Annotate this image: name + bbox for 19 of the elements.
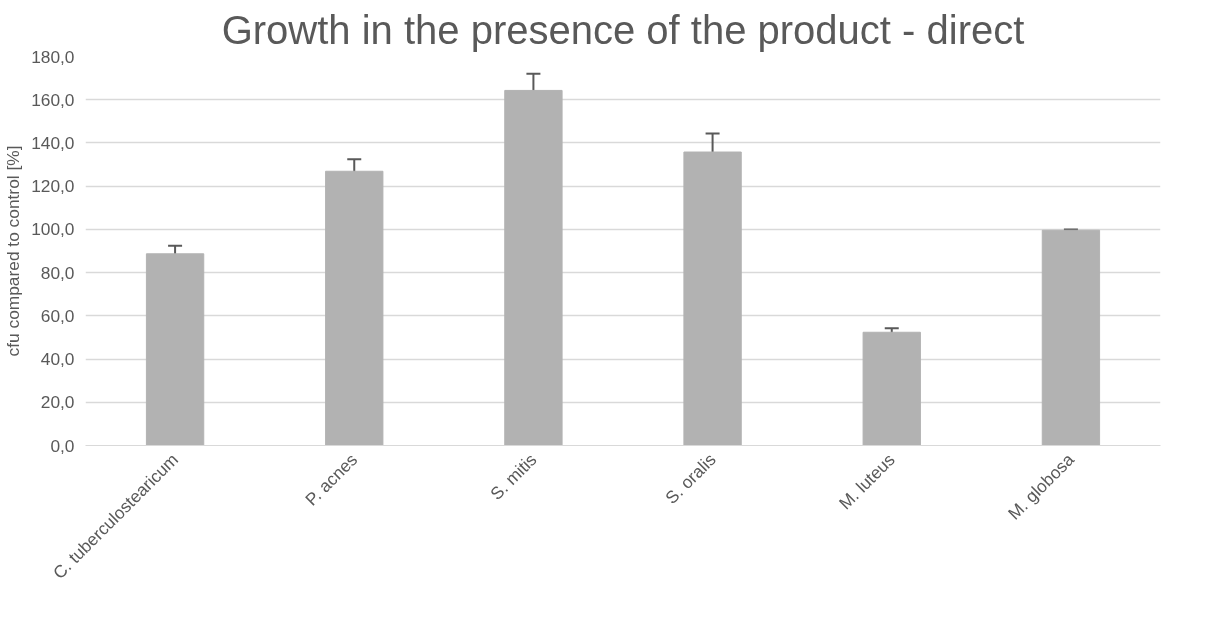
y-axis-title: cfu compared to control [%] — [3, 145, 24, 357]
x-tick-label: S. mitis — [486, 449, 541, 504]
y-tick-label: 40,0 — [40, 349, 75, 370]
y-tick-label: 120,0 — [31, 176, 75, 197]
bar — [862, 331, 921, 446]
bar — [145, 253, 205, 446]
y-tick-label: 100,0 — [31, 219, 75, 240]
chart-title: Growth in the presence of the product - direct — [221, 7, 1025, 52]
y-tick-label: 0,0 — [50, 435, 75, 456]
y-tick-label: 20,0 — [40, 392, 75, 413]
y-tick-label: 80,0 — [40, 262, 75, 283]
bar — [1041, 229, 1101, 446]
bar — [683, 151, 742, 446]
y-tick-label: 160,0 — [31, 89, 75, 110]
bar — [504, 89, 563, 446]
y-tick-label: 180,0 — [31, 46, 75, 67]
y-tick-label: 140,0 — [31, 132, 75, 153]
bar — [325, 170, 384, 446]
y-tick-label: 60,0 — [40, 305, 75, 326]
